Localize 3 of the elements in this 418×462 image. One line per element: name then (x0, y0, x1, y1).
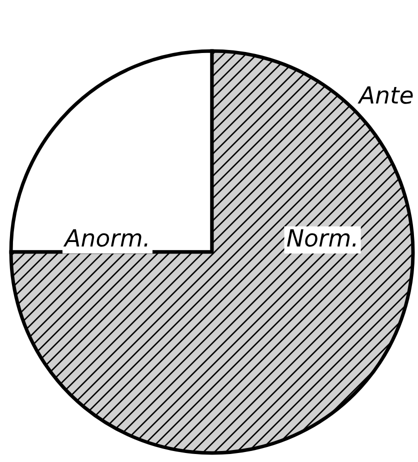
slice-label: Norm. (287, 229, 356, 247)
slice-label: Anorm. (63, 229, 148, 247)
text: Ante (358, 86, 413, 104)
